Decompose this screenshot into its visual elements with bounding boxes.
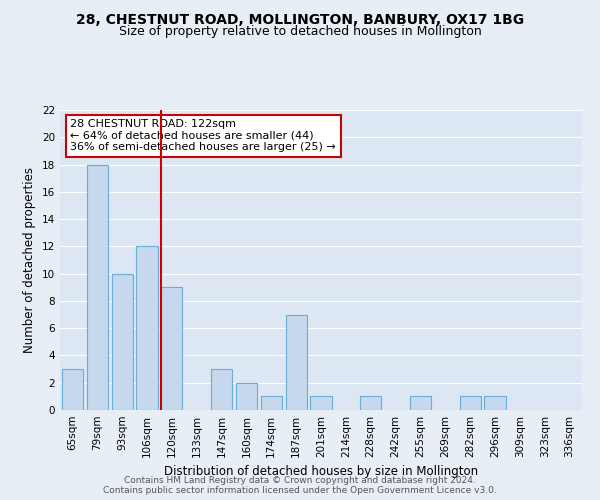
Bar: [460, 396, 481, 410]
Bar: [410, 396, 431, 410]
X-axis label: Distribution of detached houses by size in Mollington: Distribution of detached houses by size …: [164, 466, 478, 478]
Bar: [236, 382, 257, 410]
Text: Size of property relative to detached houses in Mollington: Size of property relative to detached ho…: [119, 25, 481, 38]
Bar: [112, 274, 133, 410]
Bar: [136, 246, 158, 410]
Bar: [310, 396, 332, 410]
Bar: [286, 314, 307, 410]
Text: 28, CHESTNUT ROAD, MOLLINGTON, BANBURY, OX17 1BG: 28, CHESTNUT ROAD, MOLLINGTON, BANBURY, …: [76, 12, 524, 26]
Bar: [484, 396, 506, 410]
Y-axis label: Number of detached properties: Number of detached properties: [23, 167, 37, 353]
Text: Contains public sector information licensed under the Open Government Licence v3: Contains public sector information licen…: [103, 486, 497, 495]
Bar: [161, 288, 182, 410]
Bar: [261, 396, 282, 410]
Bar: [211, 369, 232, 410]
Text: 28 CHESTNUT ROAD: 122sqm
← 64% of detached houses are smaller (44)
36% of semi-d: 28 CHESTNUT ROAD: 122sqm ← 64% of detach…: [70, 119, 336, 152]
Text: Contains HM Land Registry data © Crown copyright and database right 2024.: Contains HM Land Registry data © Crown c…: [124, 476, 476, 485]
Bar: [360, 396, 381, 410]
Bar: [87, 164, 108, 410]
Bar: [62, 369, 83, 410]
